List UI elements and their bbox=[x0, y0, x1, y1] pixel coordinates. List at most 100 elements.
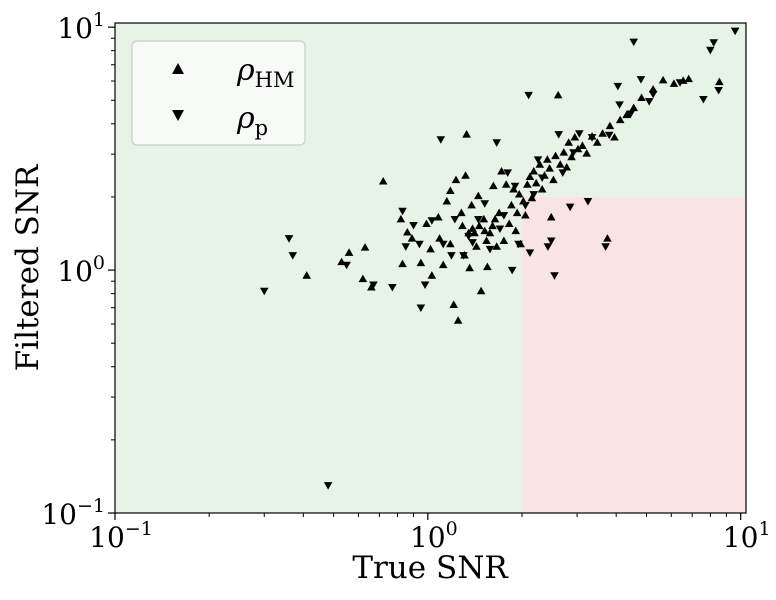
point-rho-p bbox=[601, 243, 610, 251]
point-rho-p bbox=[450, 215, 460, 224]
point-rho-p bbox=[529, 191, 539, 199]
point-rho-p bbox=[730, 27, 740, 36]
point-rho-hm bbox=[531, 178, 541, 187]
point-rho-hm bbox=[458, 221, 467, 230]
point-rho-hm bbox=[658, 75, 668, 84]
point-rho-p bbox=[550, 272, 559, 280]
point-rho-p bbox=[629, 38, 638, 47]
y-tick-label: 100 bbox=[57, 252, 105, 288]
point-rho-hm bbox=[358, 274, 368, 283]
point-rho-hm bbox=[603, 234, 612, 242]
point-rho-p bbox=[546, 237, 556, 246]
point-rho-hm bbox=[504, 219, 514, 228]
point-rho-hm bbox=[482, 236, 491, 245]
point-rho-p bbox=[583, 198, 593, 206]
point-rho-hm bbox=[472, 242, 481, 250]
point-rho-p bbox=[416, 304, 426, 312]
x-tick-label: 100 bbox=[410, 518, 458, 554]
point-rho-hm bbox=[525, 172, 535, 181]
point-rho-hm bbox=[605, 121, 615, 130]
point-rho-hm bbox=[684, 74, 693, 83]
point-rho-hm bbox=[407, 234, 417, 242]
y-axis-label: Filtered SNR bbox=[10, 163, 46, 371]
point-rho-hm bbox=[549, 175, 558, 184]
point-rho-p bbox=[524, 91, 533, 100]
region-layer bbox=[522, 196, 746, 513]
point-rho-hm bbox=[453, 316, 463, 324]
x-tick-label: 101 bbox=[723, 518, 771, 554]
legend-marker-triangle-down bbox=[172, 110, 184, 121]
point-rho-hm bbox=[403, 228, 412, 236]
point-rho-hm bbox=[507, 200, 516, 209]
point-rho-hm bbox=[422, 219, 431, 228]
point-rho-hm bbox=[615, 115, 625, 124]
point-rho-hm bbox=[467, 200, 476, 209]
point-rho-hm bbox=[446, 239, 455, 248]
point-rho-p bbox=[420, 281, 430, 290]
point-rho-p bbox=[507, 266, 517, 275]
point-rho-hm bbox=[344, 248, 354, 256]
point-rho-hm bbox=[559, 148, 569, 156]
point-rho-hm bbox=[546, 212, 556, 221]
point-rho-p bbox=[510, 182, 520, 191]
point-rho-hm bbox=[446, 186, 455, 195]
point-rho-hm bbox=[479, 214, 489, 223]
point-rho-p bbox=[554, 131, 563, 139]
point-rho-hm bbox=[578, 141, 587, 149]
point-rho-hm bbox=[715, 77, 724, 86]
point-rho-hm bbox=[622, 110, 631, 119]
point-rho-p bbox=[485, 245, 495, 254]
point-rho-hm bbox=[564, 138, 573, 146]
point-rho-hm bbox=[669, 79, 679, 87]
point-rho-hm bbox=[648, 84, 658, 93]
point-rho-p bbox=[480, 200, 490, 208]
point-rho-p bbox=[565, 203, 575, 212]
point-rho-p bbox=[699, 95, 708, 104]
point-rho-p bbox=[474, 215, 483, 224]
point-rho-p bbox=[558, 169, 568, 177]
data-points bbox=[259, 27, 740, 490]
point-rho-hm bbox=[537, 185, 547, 193]
point-rho-hm bbox=[489, 181, 498, 190]
point-rho-p bbox=[709, 39, 719, 47]
point-rho-p bbox=[706, 46, 715, 55]
point-rho-p bbox=[714, 86, 723, 95]
point-rho-p bbox=[587, 134, 597, 142]
point-rho-hm bbox=[509, 185, 518, 193]
x-axis-label: True SNR bbox=[352, 550, 509, 586]
point-rho-p bbox=[533, 156, 543, 164]
point-rho-p bbox=[503, 169, 512, 177]
legend-label-rho-hm: ρHM bbox=[236, 53, 294, 92]
point-rho-hm bbox=[433, 212, 443, 221]
legend-box bbox=[131, 40, 306, 146]
point-rho-hm bbox=[398, 259, 407, 268]
point-rho-p bbox=[604, 131, 614, 140]
x-tick-label: 10−1 bbox=[89, 518, 153, 554]
plot-frame bbox=[114, 22, 747, 514]
point-rho-hm bbox=[461, 171, 470, 179]
point-rho-hm bbox=[451, 175, 461, 184]
point-rho-hm bbox=[302, 271, 312, 279]
point-rho-hm bbox=[427, 271, 437, 279]
point-rho-p bbox=[401, 243, 411, 251]
point-rho-p bbox=[613, 82, 623, 91]
point-rho-hm bbox=[442, 196, 452, 205]
point-rho-hm bbox=[465, 263, 474, 272]
point-rho-hm bbox=[555, 160, 565, 168]
point-rho-hm bbox=[470, 228, 479, 237]
point-rho-p bbox=[288, 252, 298, 260]
point-rho-hm bbox=[562, 162, 572, 171]
legend: ρHM ρp bbox=[131, 40, 306, 146]
point-rho-hm bbox=[535, 160, 545, 168]
point-rho-hm bbox=[480, 226, 490, 235]
y-tick-label: 10−1 bbox=[41, 495, 105, 531]
point-rho-hm bbox=[567, 152, 576, 161]
point-rho-hm bbox=[485, 228, 495, 237]
point-rho-hm bbox=[457, 208, 466, 217]
point-rho-hm bbox=[592, 138, 602, 146]
point-rho-p bbox=[284, 235, 294, 243]
point-rho-hm bbox=[610, 132, 619, 141]
point-rho-p bbox=[409, 221, 418, 230]
point-rho-p bbox=[447, 252, 456, 260]
